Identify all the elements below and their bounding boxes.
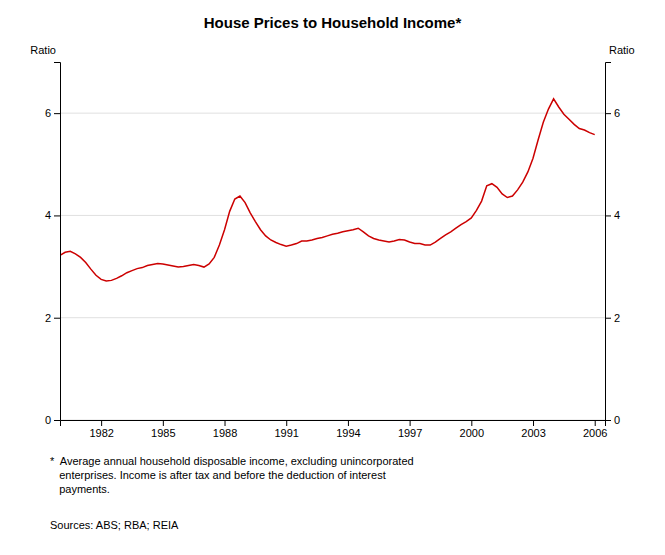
tick-label: 4 [45,209,51,221]
tick: 0 [45,414,60,426]
footnote-line: payments. [50,483,110,495]
tick: 1994 [336,420,360,439]
tick-mark [471,420,472,426]
y-axis-label: Ratio [30,44,56,56]
tick-mark [225,420,226,426]
tick-mark [605,420,611,421]
line [60,99,595,281]
tick: 1985 [151,420,175,439]
y2-axis: 0 2 4 6 [605,63,620,427]
tick: 4 [605,209,620,221]
tick-mark [595,420,596,426]
tick-mark [348,420,349,426]
tick: 2000 [460,420,484,439]
tick: 1982 [89,420,113,439]
grid-line [60,317,605,318]
tick-label: 2006 [583,427,607,439]
tick: 1997 [398,420,422,439]
tick: 1991 [274,420,298,439]
tick-mark [605,318,611,319]
grid [60,113,605,420]
tick-label: 1991 [274,427,298,439]
x-axis: 1982 1985 1988 1991 1994 1997 2000 2003 2006 [61,420,608,439]
tick-mark [54,420,60,421]
tick-mark [286,420,287,426]
tick-label: 1997 [398,427,422,439]
tick-mark [163,420,164,426]
y-axis-line [54,63,61,421]
y2-axis-line [606,63,612,421]
tick: 2003 [521,420,545,439]
title: House Prices to Household Income* [204,14,462,31]
chart: 1982 1985 1988 1991 1994 1997 2000 2003 2006 0 2 4 6… [0,0,665,555]
tick: 6 [605,107,620,119]
tick-mark [410,420,411,426]
tick-label: 6 [614,107,620,119]
tick-mark [54,113,60,114]
tick: 0 [605,414,620,426]
footnote-line: enterprises. Income is after tax and bef… [50,469,386,481]
tick-label: 1985 [151,427,175,439]
grid-line [60,113,605,114]
sources: Sources: ABS; RBA; REIA [50,519,179,531]
tick-label: 1988 [213,427,237,439]
grid-line [60,215,605,216]
footnote: * Average annual household disposable in… [50,455,414,495]
plot-area [60,99,595,281]
footnote-line: * Average annual household disposable in… [50,455,414,467]
tick: 2 [605,312,620,324]
x-axis-line [61,421,606,427]
tick: 1988 [213,420,237,439]
tick-label: 0 [45,414,51,426]
tick-label: 2 [45,312,51,324]
tick: 2 [45,312,60,324]
tick-label: 2003 [521,427,545,439]
tick-label: 6 [45,107,51,119]
tick: 4 [45,209,60,221]
tick-mark [605,215,611,216]
tick-label: 2 [614,312,620,324]
tick-label: 2000 [460,427,484,439]
tick-mark [54,215,60,216]
tick-mark [101,420,102,426]
tick-label: 1982 [89,427,113,439]
tick-mark [533,420,534,426]
y-axis: 0 2 4 6 [45,63,61,427]
tick-mark [54,318,60,319]
tick-label: 0 [614,414,620,426]
tick-label: 1994 [336,427,360,439]
y2-axis-label: Ratio [609,44,635,56]
tick-mark [605,113,611,114]
tick: 6 [45,107,60,119]
tick: 2006 [583,420,607,439]
tick-label: 4 [614,209,620,221]
